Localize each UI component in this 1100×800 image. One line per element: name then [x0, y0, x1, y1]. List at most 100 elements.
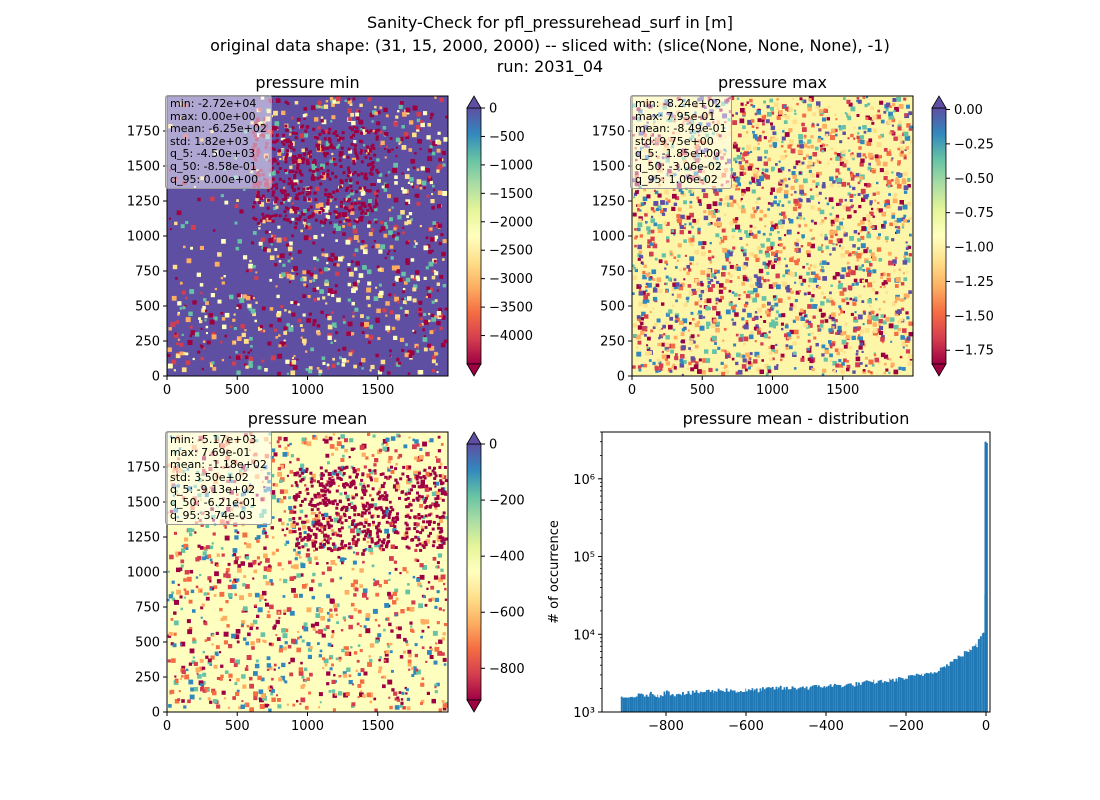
- map-cell: [167, 598, 170, 602]
- map-cell: [763, 213, 767, 218]
- map-cell: [811, 99, 814, 102]
- map-cell: [795, 290, 800, 295]
- map-cell: [262, 219, 266, 224]
- map-cell: [775, 310, 779, 314]
- map-cell: [755, 208, 758, 212]
- map-cell: [718, 188, 723, 193]
- map-cell: [383, 188, 388, 192]
- map-cell: [682, 193, 686, 197]
- map-cell: [763, 333, 769, 339]
- map-cell: [277, 371, 281, 376]
- map-cell: [675, 299, 678, 303]
- map-cell: [442, 475, 447, 479]
- map-cell: [271, 689, 275, 693]
- map-cell: [769, 232, 772, 236]
- map-cell: [444, 623, 448, 627]
- map-cell: [672, 328, 676, 331]
- map-cell: [379, 290, 384, 296]
- map-cell: [259, 202, 265, 207]
- map-cell: [754, 311, 758, 314]
- map-cell: [640, 364, 644, 368]
- map-cell: [297, 318, 302, 323]
- map-cell: [270, 355, 276, 361]
- map-cell: [728, 301, 734, 307]
- map-cell: [835, 156, 840, 161]
- map-cell: [242, 532, 248, 538]
- map-cell: [439, 462, 443, 466]
- map-cell: [352, 162, 356, 166]
- map-cell: [180, 548, 186, 553]
- map-cell: [204, 555, 210, 560]
- map-cell: [403, 131, 409, 137]
- map-cell: [905, 349, 911, 354]
- map-cell: [859, 229, 863, 233]
- map-cell: [282, 633, 288, 639]
- map-cell: [369, 324, 374, 329]
- map-cell: [170, 642, 174, 646]
- map-cell: [217, 252, 222, 257]
- map-cell: [249, 707, 254, 712]
- map-cell: [771, 224, 776, 230]
- map-cell: [847, 167, 851, 171]
- map-cell: [307, 557, 312, 562]
- map-cell: [255, 659, 259, 663]
- map-cell: [691, 293, 694, 296]
- map-cell: [771, 166, 775, 171]
- map-cell: [888, 260, 893, 266]
- map-cell: [434, 490, 440, 496]
- map-cell: [391, 326, 396, 331]
- map-cell: [643, 202, 646, 205]
- map-cell: [409, 621, 413, 625]
- map-cell: [845, 272, 851, 277]
- map-cell: [193, 687, 199, 692]
- map-cell: [259, 595, 264, 600]
- map-cell: [689, 200, 693, 204]
- map-cell: [318, 132, 322, 136]
- map-cell: [415, 124, 421, 130]
- map-cell: [246, 655, 252, 660]
- map-cell: [373, 503, 377, 507]
- map-cell: [363, 249, 368, 255]
- map-cell: [365, 456, 369, 460]
- map-cell: [203, 620, 206, 623]
- map-cell: [854, 265, 860, 271]
- map-cell: [263, 246, 268, 252]
- map-cell: [350, 210, 355, 215]
- map-cell: [650, 329, 654, 333]
- map-cell: [363, 144, 366, 147]
- map-cell: [396, 357, 400, 361]
- map-cell: [252, 619, 258, 625]
- map-cell: [174, 599, 179, 605]
- map-cell: [383, 233, 388, 238]
- map-cell: [747, 119, 753, 125]
- map-cell: [171, 591, 174, 595]
- map-cell: [285, 171, 289, 175]
- map-cell: [319, 289, 324, 294]
- map-cell: [773, 253, 778, 258]
- map-cell: [734, 177, 740, 183]
- map-cell: [442, 163, 446, 167]
- map-cell: [835, 331, 839, 335]
- map-cell: [369, 469, 374, 475]
- map-cell: [846, 364, 851, 369]
- map-cell: [306, 318, 311, 323]
- map-cell: [876, 142, 882, 148]
- map-cell: [784, 154, 788, 158]
- map-cell: [824, 197, 827, 200]
- map-cell: [318, 373, 321, 376]
- map-cell: [333, 262, 337, 267]
- map-cell: [894, 324, 899, 330]
- map-cell: [275, 285, 278, 288]
- map-cell: [870, 310, 875, 315]
- map-cell: [858, 266, 863, 271]
- map-cell: [434, 351, 438, 356]
- map-cell: [175, 554, 179, 558]
- map-cell: [799, 216, 802, 220]
- map-cell: [420, 166, 425, 171]
- map-cell: [746, 144, 752, 150]
- map-cell: [821, 149, 825, 153]
- map-cell: [876, 313, 879, 316]
- map-cell: [219, 677, 223, 681]
- map-cell: [301, 191, 305, 195]
- map-cell: [338, 212, 342, 216]
